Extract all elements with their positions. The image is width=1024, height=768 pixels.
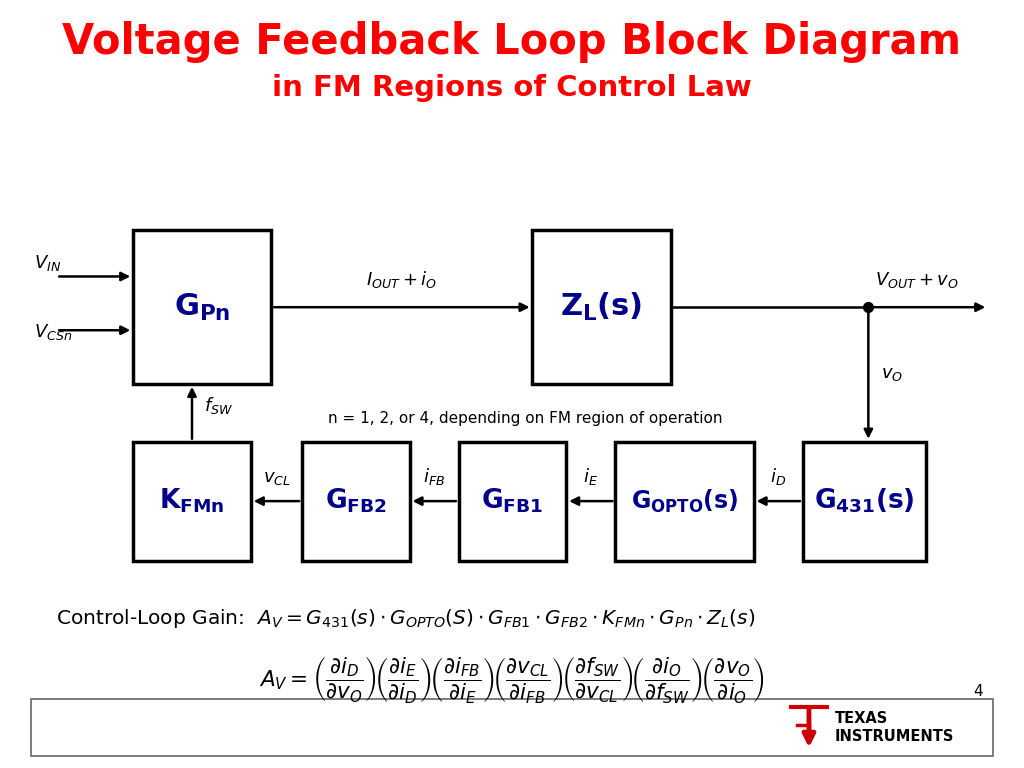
FancyBboxPatch shape (302, 442, 410, 561)
Text: TEXAS: TEXAS (835, 711, 888, 726)
FancyBboxPatch shape (31, 699, 993, 756)
Text: Voltage Feedback Loop Block Diagram: Voltage Feedback Loop Block Diagram (62, 22, 962, 63)
FancyBboxPatch shape (803, 442, 926, 561)
Text: $\mathbf{G_{Pn}}$: $\mathbf{G_{Pn}}$ (174, 292, 230, 323)
Text: Control-Loop Gain:  $A_V = G_{431}(s) \cdot G_{OPTO}(S) \cdot G_{FB1} \cdot G_{F: Control-Loop Gain: $A_V = G_{431}(s) \cd… (56, 607, 756, 630)
Text: $\mathbf{G_{431}(s)}$: $\mathbf{G_{431}(s)}$ (814, 487, 914, 515)
Text: $v_O$: $v_O$ (881, 366, 903, 383)
Text: $v_{CL}$: $v_{CL}$ (262, 469, 291, 487)
FancyBboxPatch shape (532, 230, 671, 384)
Text: $\mathbf{Z_L(s)}$: $\mathbf{Z_L(s)}$ (560, 291, 643, 323)
Text: $i_E$: $i_E$ (584, 466, 598, 487)
Text: $\mathbf{K_{FMn}}$: $\mathbf{K_{FMn}}$ (160, 487, 224, 515)
FancyBboxPatch shape (459, 442, 566, 561)
Text: $I_{OUT} + i_O$: $I_{OUT} + i_O$ (367, 270, 437, 290)
Text: $\mathbf{G_{FB2}}$: $\mathbf{G_{FB2}}$ (325, 487, 387, 515)
Text: INSTRUMENTS: INSTRUMENTS (835, 730, 954, 744)
Text: $i_D$: $i_D$ (770, 466, 786, 487)
Text: $i_{FB}$: $i_{FB}$ (423, 466, 445, 487)
Text: $\mathbf{G_{FB1}}$: $\mathbf{G_{FB1}}$ (481, 487, 544, 515)
FancyBboxPatch shape (133, 230, 271, 384)
Text: $V_{IN}$: $V_{IN}$ (34, 253, 61, 273)
FancyBboxPatch shape (133, 442, 251, 561)
Text: n = 1, 2, or 4, depending on FM region of operation: n = 1, 2, or 4, depending on FM region o… (328, 411, 722, 426)
Text: in FM Regions of Control Law: in FM Regions of Control Law (272, 74, 752, 102)
FancyBboxPatch shape (615, 442, 754, 561)
Text: $V_{CSn}$: $V_{CSn}$ (34, 322, 72, 342)
Text: $f_{SW}$: $f_{SW}$ (205, 395, 233, 415)
Text: 4: 4 (973, 684, 983, 699)
Text: $V_{OUT} + v_O$: $V_{OUT} + v_O$ (874, 270, 958, 290)
Text: $\mathbf{G_{OPTO}(s)}$: $\mathbf{G_{OPTO}(s)}$ (631, 488, 738, 515)
Text: $A_V = \left(\dfrac{\partial i_D}{\partial v_O}\right)\!\left(\dfrac{\partial i_: $A_V = \left(\dfrac{\partial i_D}{\parti… (259, 654, 765, 705)
